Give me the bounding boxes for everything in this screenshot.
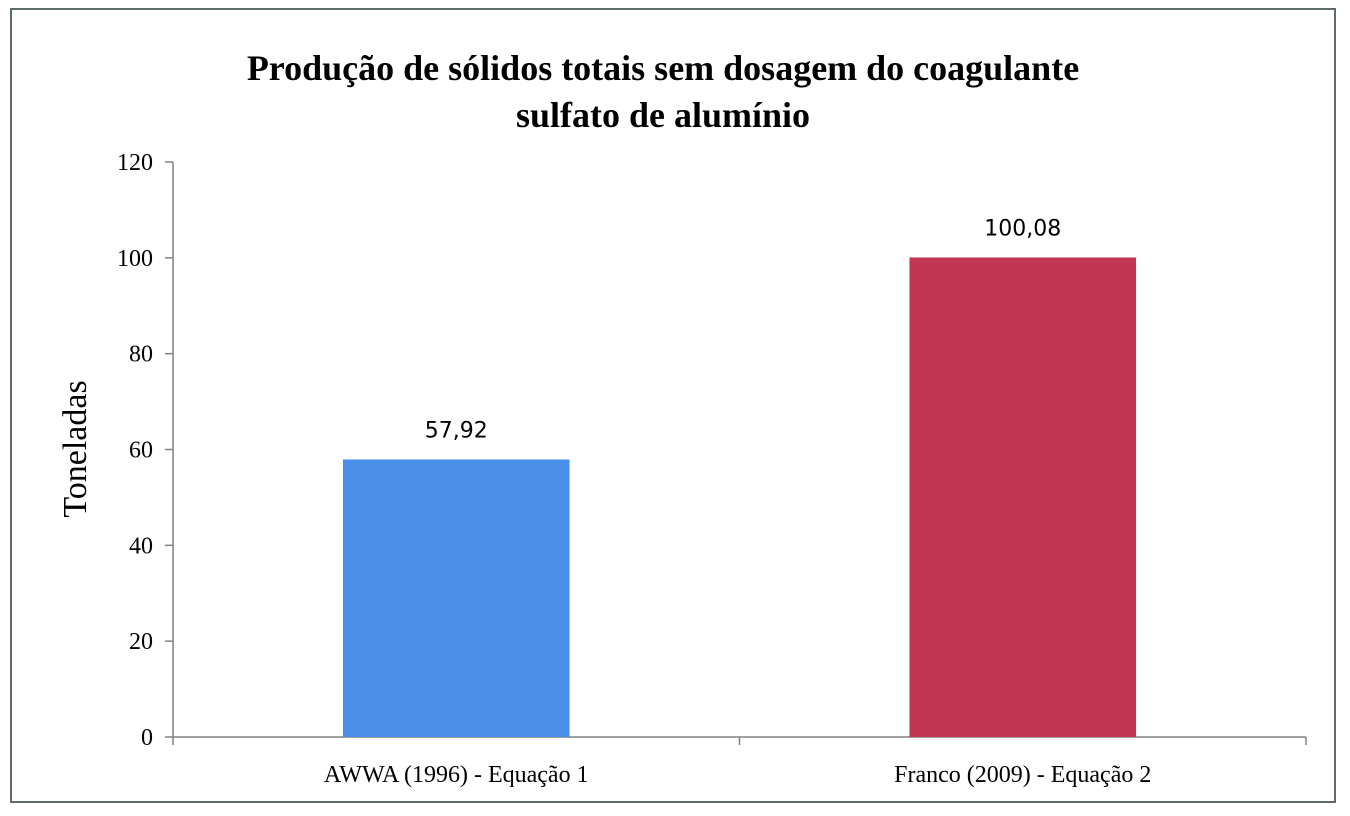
y-tick-label: 80 [129, 342, 153, 368]
y-tick-label: 120 [117, 150, 153, 176]
y-tick-label: 60 [129, 438, 153, 464]
data-label: 100,08 [984, 216, 1061, 241]
bars: 57,92 AWWA (1996) - Equação 1 100,08 Franco… [324, 216, 1151, 788]
bar [342, 459, 570, 737]
y-tick-label: 100 [117, 246, 153, 272]
data-label: 57,92 [425, 418, 488, 443]
x-category-label: Franco (2009) - Equação 2 [894, 762, 1151, 788]
y-tick-label: 20 [129, 629, 153, 655]
y-tick-label: 40 [129, 533, 153, 559]
x-category-label: AWWA (1996) - Equação 1 [324, 762, 589, 788]
bar [909, 257, 1137, 737]
y-axis-label: Toneladas [57, 380, 94, 517]
chart-title-line-2: sulfato de alumínio [516, 95, 810, 135]
chart-title-line-1: Produção de sólidos totais sem dosagem d… [247, 48, 1079, 88]
y-tick-label: 0 [141, 725, 153, 751]
